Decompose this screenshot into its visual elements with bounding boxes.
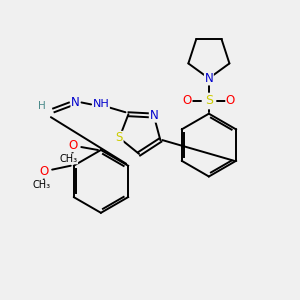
Text: CH₃: CH₃ — [32, 180, 50, 190]
Text: O: O — [183, 94, 192, 107]
Text: O: O — [40, 165, 49, 178]
Text: O: O — [226, 94, 235, 107]
Text: N: N — [205, 72, 213, 85]
Text: CH₃: CH₃ — [59, 154, 78, 164]
Text: O: O — [69, 139, 78, 152]
Text: H: H — [38, 101, 46, 111]
Text: S: S — [116, 131, 123, 144]
Text: N: N — [149, 109, 158, 122]
Text: NH: NH — [93, 99, 109, 110]
Text: S: S — [205, 94, 213, 107]
Text: N: N — [71, 96, 80, 109]
